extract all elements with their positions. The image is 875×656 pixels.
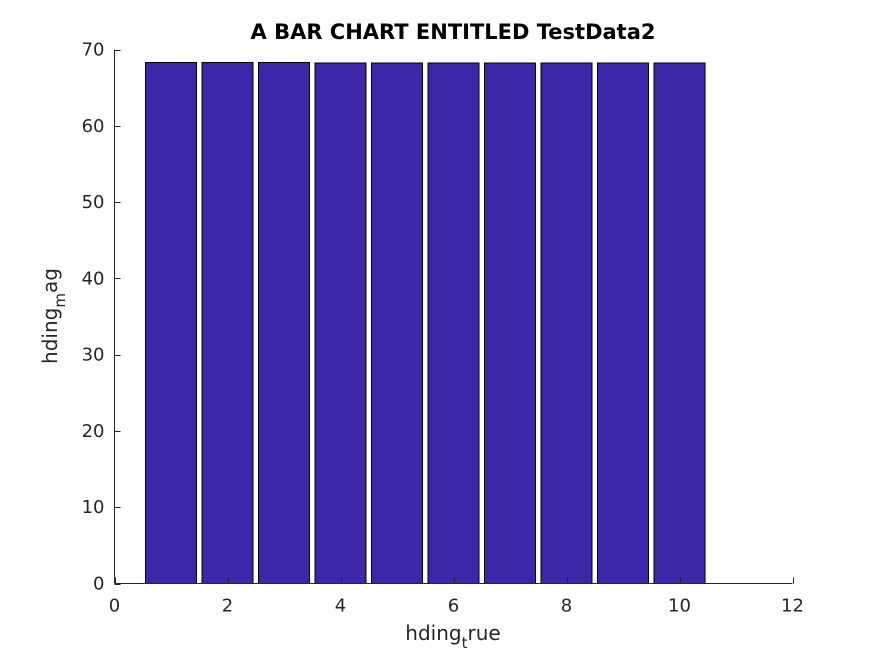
bar-9 <box>597 62 649 584</box>
y-tick-label: 10 <box>82 497 105 518</box>
y-axis-label: hdingmag <box>38 268 69 364</box>
y-tick-label: 30 <box>82 345 105 366</box>
y-tick-label: 0 <box>93 574 104 595</box>
bar-3 <box>258 61 310 585</box>
y-ticks: 0 10 20 30 40 50 60 70 <box>82 40 121 595</box>
bar-1 <box>145 61 197 585</box>
x-tick-label: 8 <box>561 596 572 617</box>
x-tick-label: 2 <box>222 596 233 617</box>
y-tick-label: 60 <box>82 116 105 137</box>
bar-2 <box>201 61 254 585</box>
chart-title: A BAR CHART ENTITLED TestData2 <box>251 20 656 44</box>
bar-6 <box>427 62 480 584</box>
x-ticks: 0 2 4 6 8 10 12 <box>109 577 804 617</box>
x-tick-label: 12 <box>781 596 804 617</box>
y-tick-label: 70 <box>82 40 105 61</box>
bars-group <box>145 61 706 585</box>
x-tick-label: 6 <box>448 596 459 617</box>
y-tick-label: 20 <box>82 421 105 442</box>
bar-10 <box>653 62 706 584</box>
bar-4 <box>314 62 367 584</box>
bar-8 <box>540 62 593 584</box>
x-tick-label: 4 <box>335 596 346 617</box>
x-tick-label: 0 <box>109 596 120 617</box>
y-tick-label: 40 <box>82 268 105 289</box>
bar-5 <box>371 62 423 584</box>
x-axis-label: hdingtrue <box>405 621 500 652</box>
bar-7 <box>484 62 536 584</box>
y-tick-label: 50 <box>82 192 105 213</box>
axes <box>114 49 793 584</box>
x-tick-label: 10 <box>668 596 691 617</box>
